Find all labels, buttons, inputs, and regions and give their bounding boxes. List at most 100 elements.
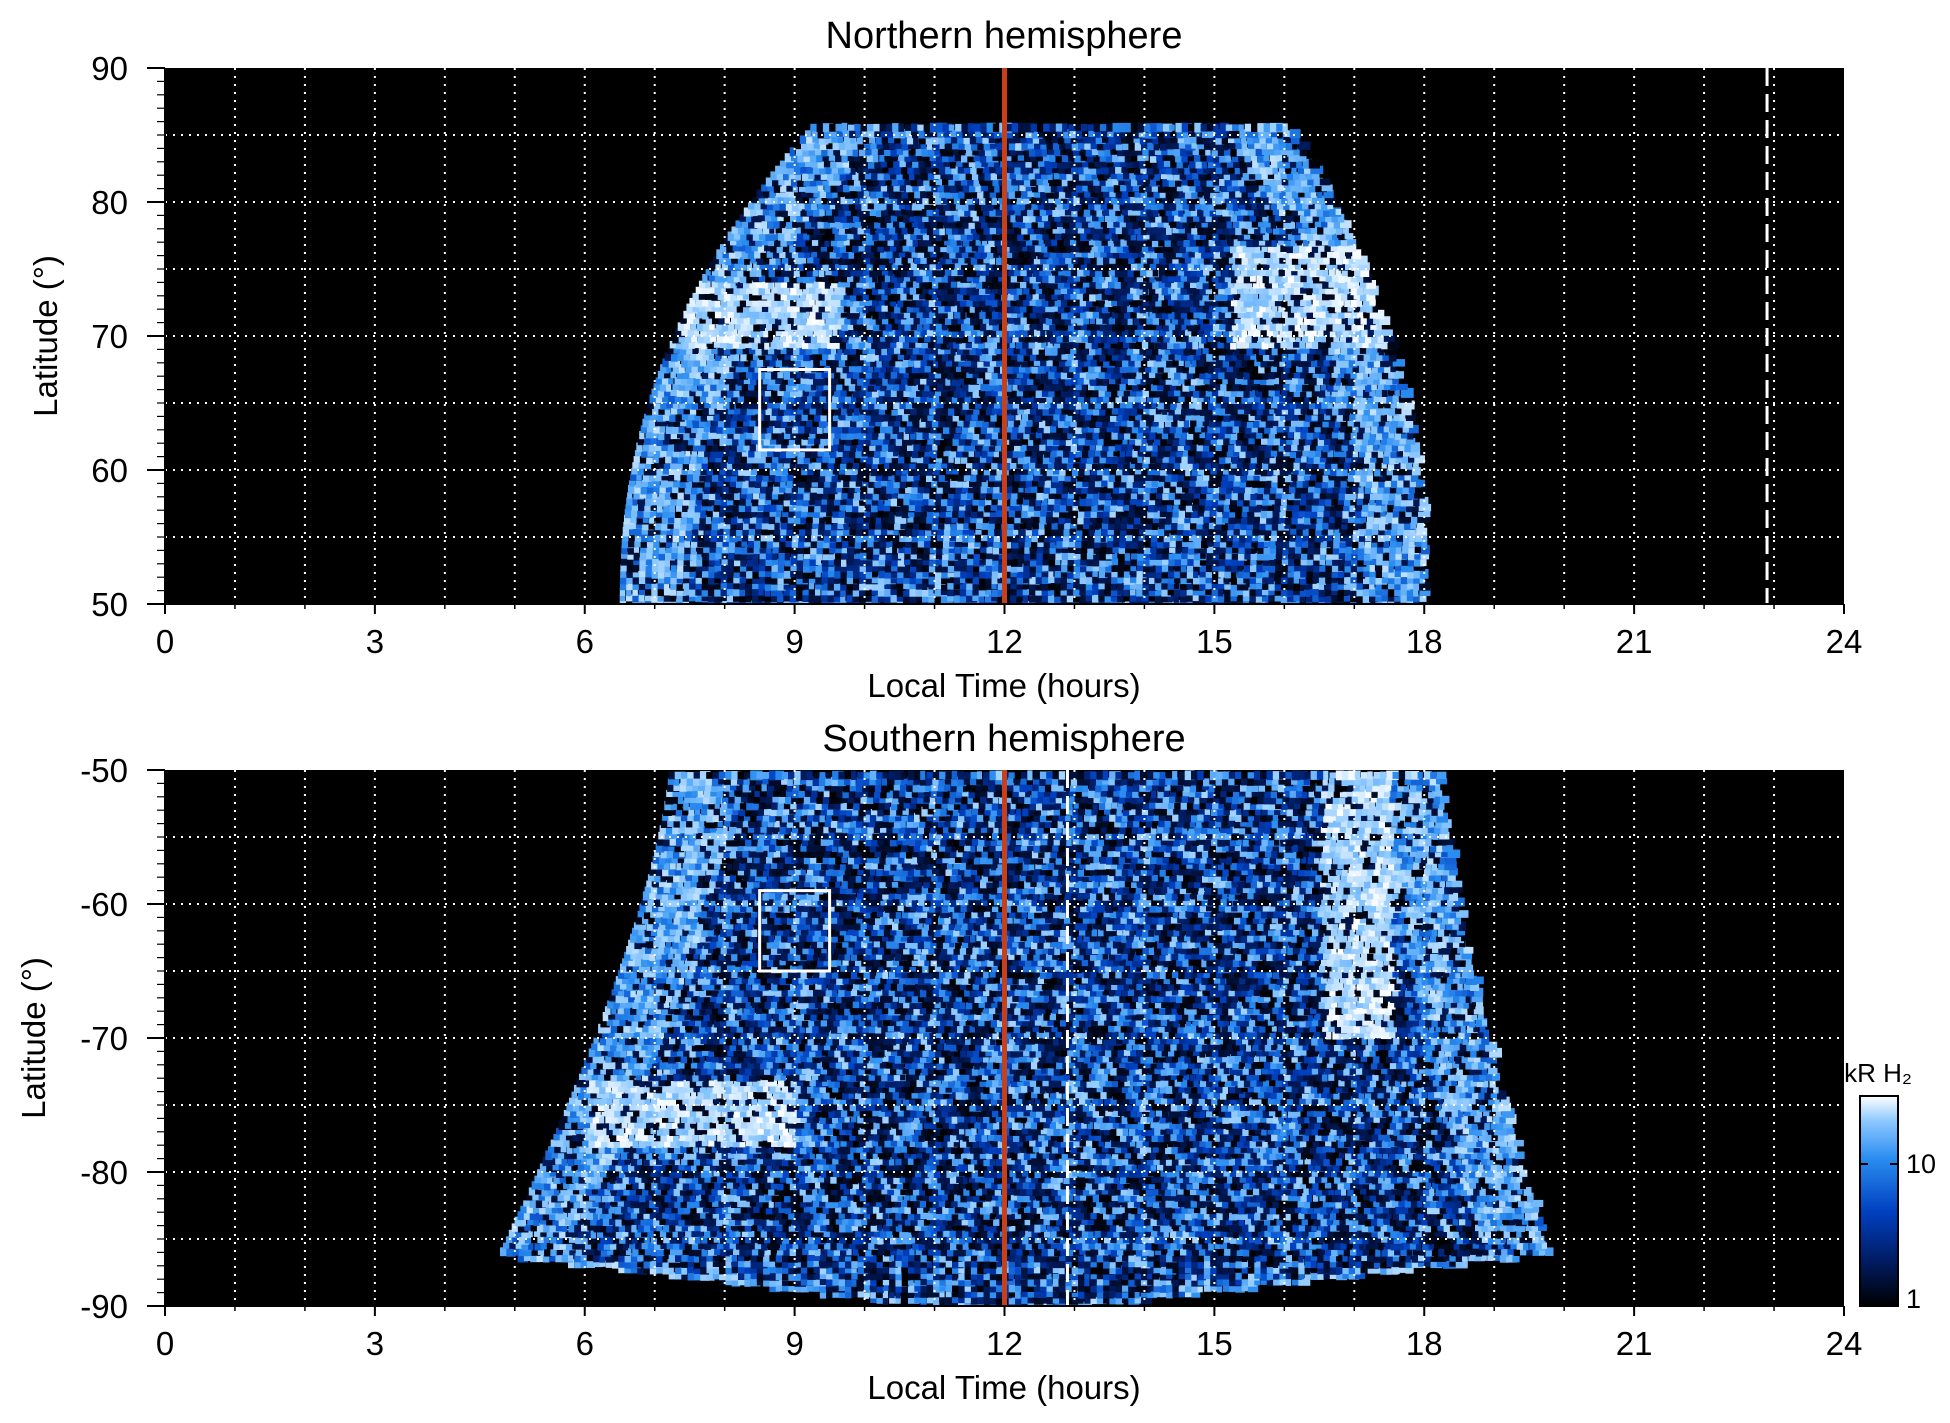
heatmap-cell: [1255, 576, 1266, 584]
heatmap-cell: [1106, 426, 1113, 433]
heatmap-cell: [1193, 551, 1207, 561]
heatmap-cell: [1032, 522, 1042, 530]
heatmap-cell: [960, 576, 966, 583]
heatmap-cell: [1408, 485, 1419, 494]
heatmap-cell: [1268, 562, 1276, 573]
heatmap-cell: [1338, 490, 1347, 501]
heatmap-cell: [1030, 492, 1040, 499]
heatmap-cell: [1352, 383, 1362, 391]
heatmap-cell: [921, 503, 930, 512]
heatmap-cell: [1242, 412, 1254, 422]
heatmap-cell: [1081, 365, 1089, 372]
heatmap-cell: [879, 551, 890, 560]
heatmap-cell: [1185, 436, 1196, 446]
heatmap-cell: [1235, 508, 1243, 519]
heatmap-cell: [1073, 497, 1085, 506]
heatmap-cell: [1140, 442, 1151, 452]
heatmap-cell: [651, 461, 660, 469]
heatmap-cell: [899, 401, 908, 410]
heatmap-cell: [1174, 432, 1186, 439]
heatmap-cell: [937, 528, 946, 536]
heatmap-cell: [708, 569, 715, 578]
heatmap-cell: [1021, 467, 1030, 475]
heatmap-cell: [1131, 486, 1141, 493]
heatmap-cell: [1232, 539, 1242, 548]
heatmap-cell: [1121, 443, 1128, 452]
heatmap-cell: [1265, 527, 1272, 536]
heatmap-cell: [915, 575, 925, 584]
heatmap-cell: [1218, 370, 1230, 380]
heatmap-cell: [1251, 449, 1262, 458]
heatmap-cell: [987, 401, 997, 409]
heatmap-cell: [733, 497, 744, 506]
heatmap-cell: [1334, 479, 1346, 488]
heatmap-cell: [1081, 382, 1087, 391]
heatmap-cell: [1142, 570, 1155, 578]
heatmap-cell: [899, 364, 909, 374]
heatmap-cell: [1220, 365, 1233, 372]
heatmap-cell: [1387, 502, 1393, 513]
heatmap-cell: [1046, 510, 1057, 517]
heatmap-cell: [1249, 388, 1256, 398]
heatmap-cell: [1186, 599, 1193, 604]
heatmap-cell: [963, 443, 975, 452]
heatmap-cell: [1142, 431, 1150, 440]
heatmap-cell: [644, 413, 657, 421]
heatmap-cell: [892, 544, 898, 555]
heatmap-cell: [1262, 581, 1270, 590]
heatmap-cell: [822, 551, 834, 561]
heatmap-cell: [727, 388, 734, 398]
heatmap-cell: [976, 377, 988, 384]
heatmap-cell: [856, 443, 863, 452]
heatmap-cell: [855, 365, 868, 373]
heatmap-cell: [1160, 436, 1172, 446]
heatmap-cell: [1325, 558, 1335, 566]
heatmap-cell: [758, 431, 767, 440]
heatmap-cell: [831, 443, 840, 451]
heatmap-cell: [1199, 460, 1206, 470]
heatmap-cell: [1085, 588, 1094, 596]
heatmap-cell: [695, 389, 706, 397]
heatmap-cell: [1280, 587, 1293, 597]
heatmap-cell: [676, 588, 687, 596]
heatmap-cell: [1068, 424, 1076, 434]
heatmap-cell: [1271, 401, 1284, 409]
heatmap-cell: [658, 491, 667, 500]
heatmap-cell: [651, 587, 662, 597]
heatmap-cell: [885, 407, 896, 415]
heatmap-cell: [704, 449, 717, 458]
heatmap-cell: [962, 449, 974, 458]
heatmap-cell: [819, 376, 831, 386]
heatmap-cell: [642, 443, 650, 452]
heatmap-cell: [1211, 370, 1221, 379]
heatmap-cell: [1306, 406, 1319, 416]
heatmap-cell: [1086, 454, 1098, 464]
heatmap-cell: [1368, 437, 1375, 446]
heatmap-cell: [809, 431, 819, 439]
heatmap-cell: [1201, 448, 1213, 458]
heatmap-cell: [864, 436, 875, 446]
heatmap-cell: [1136, 581, 1147, 590]
heatmap-cell: [1281, 575, 1288, 585]
heatmap-cell: [936, 538, 946, 549]
heatmap-cell: [745, 461, 753, 470]
heatmap-cell: [626, 581, 637, 591]
heatmap-cell: [986, 455, 998, 464]
heatmap-cell: [956, 479, 963, 488]
heatmap-cell: [663, 503, 672, 512]
heatmap-cell: [1093, 491, 1103, 500]
heatmap-cell: [774, 418, 786, 428]
heatmap-cell: [1289, 448, 1300, 458]
heatmap-cell: [913, 418, 920, 428]
heatmap-cell: [708, 582, 720, 590]
heatmap-cell: [1219, 454, 1230, 465]
heatmap-cell: [750, 376, 763, 386]
heatmap-cell: [1079, 581, 1086, 591]
heatmap-cell: [973, 491, 986, 500]
heatmap-cell: [701, 460, 709, 470]
heatmap-cell: [794, 377, 801, 384]
heatmap-cell: [1314, 363, 1326, 374]
heatmap-cell: [746, 406, 756, 416]
heatmap-cell: [834, 370, 842, 379]
heatmap-cell: [989, 394, 1001, 404]
